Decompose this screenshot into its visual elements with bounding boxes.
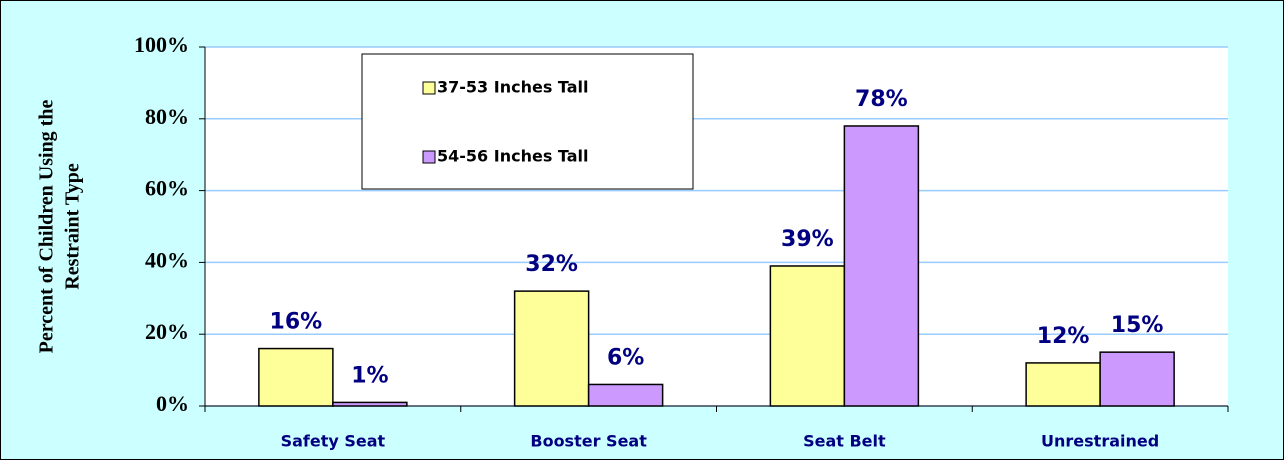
y-tick-label: 20% — [145, 319, 189, 344]
y-tick-label: 60% — [145, 176, 189, 201]
legend-label: 37-53 Inches Tall — [437, 78, 589, 97]
x-tick-label: Unrestrained — [1041, 432, 1159, 451]
x-tick-label: Seat Belt — [803, 432, 886, 451]
data-label: 78% — [855, 87, 908, 112]
bar — [1099, 351, 1175, 407]
y-tick-label: 80% — [145, 104, 189, 129]
bar — [843, 125, 920, 407]
y-tick-label: 0% — [156, 391, 189, 416]
bar — [1025, 362, 1101, 407]
y-axis-title: Restraint Type — [62, 163, 84, 290]
data-label: 12% — [1037, 324, 1090, 349]
legend-swatch — [422, 150, 436, 164]
legend-label: 54-56 Inches Tall — [437, 147, 589, 166]
legend-box — [361, 53, 694, 190]
legend-swatch — [422, 81, 436, 95]
y-tick-label: 100% — [134, 32, 189, 57]
bar — [769, 265, 846, 407]
bar — [332, 401, 408, 407]
data-label: 15% — [1111, 313, 1164, 338]
data-label: 16% — [270, 310, 323, 335]
y-axis-title: Percent of Children Using the — [36, 100, 58, 354]
data-label: 39% — [781, 227, 834, 252]
y-tick-label: 40% — [145, 247, 189, 272]
data-label: 32% — [525, 252, 578, 277]
data-label: 6% — [607, 345, 644, 370]
x-tick-label: Booster Seat — [530, 432, 647, 451]
bar — [513, 290, 590, 407]
bar — [587, 383, 664, 407]
plot-area — [205, 47, 1228, 406]
bar — [258, 347, 334, 407]
x-tick-label: Safety Seat — [281, 432, 386, 451]
data-label: 1% — [351, 363, 388, 388]
